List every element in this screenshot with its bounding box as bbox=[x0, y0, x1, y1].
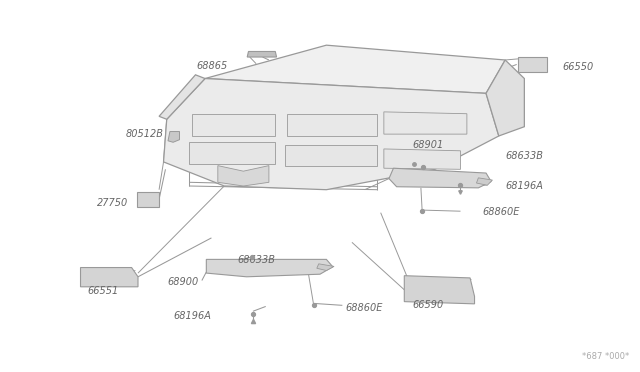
Polygon shape bbox=[168, 132, 179, 142]
Polygon shape bbox=[317, 264, 334, 270]
Text: 68901: 68901 bbox=[413, 140, 444, 150]
Text: 68860E: 68860E bbox=[483, 207, 520, 217]
Polygon shape bbox=[205, 45, 505, 93]
Text: 66590: 66590 bbox=[413, 300, 444, 310]
Polygon shape bbox=[192, 114, 275, 136]
Polygon shape bbox=[247, 51, 276, 57]
Polygon shape bbox=[164, 78, 499, 190]
Text: 68196A: 68196A bbox=[173, 311, 211, 321]
Polygon shape bbox=[137, 192, 159, 207]
Polygon shape bbox=[476, 178, 492, 185]
Text: 68633B: 68633B bbox=[237, 255, 275, 265]
Text: 68633B: 68633B bbox=[505, 151, 543, 161]
Text: 68900: 68900 bbox=[168, 278, 198, 287]
Text: 66550: 66550 bbox=[563, 62, 594, 73]
Polygon shape bbox=[81, 267, 138, 287]
Polygon shape bbox=[287, 114, 378, 136]
Polygon shape bbox=[384, 112, 467, 134]
Polygon shape bbox=[285, 145, 378, 166]
Polygon shape bbox=[486, 60, 524, 136]
Text: 68196A: 68196A bbox=[505, 181, 543, 191]
Text: 27750: 27750 bbox=[97, 198, 129, 208]
Polygon shape bbox=[518, 57, 547, 72]
Polygon shape bbox=[159, 75, 205, 119]
Text: 80512B: 80512B bbox=[125, 129, 164, 139]
Polygon shape bbox=[189, 141, 275, 164]
Polygon shape bbox=[404, 276, 474, 304]
Text: *687 *000*: *687 *000* bbox=[582, 352, 630, 361]
Polygon shape bbox=[384, 149, 461, 169]
Text: 68865: 68865 bbox=[196, 61, 227, 71]
Text: 68860E: 68860E bbox=[346, 302, 383, 312]
Polygon shape bbox=[218, 166, 269, 186]
Text: 66551: 66551 bbox=[88, 286, 119, 295]
Polygon shape bbox=[206, 259, 333, 277]
Polygon shape bbox=[389, 168, 491, 188]
